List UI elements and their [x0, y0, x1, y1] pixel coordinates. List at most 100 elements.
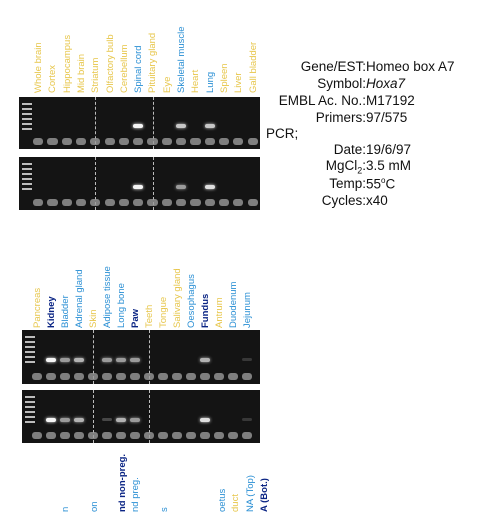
ladder-band — [25, 411, 35, 413]
primer-dimer — [233, 138, 244, 145]
primer-dimer — [186, 432, 196, 439]
primer-dimer — [118, 199, 130, 206]
lane-label: s — [159, 507, 170, 512]
lane-separator — [93, 390, 94, 443]
primer-dimer — [118, 138, 130, 145]
primer-dimer — [102, 373, 112, 380]
pcr-band — [242, 418, 252, 421]
ladder-band — [22, 103, 32, 105]
pcr-band — [130, 358, 140, 362]
primer-dimer — [158, 432, 168, 439]
ladder-band — [22, 128, 32, 130]
lane-label: Teeth — [144, 304, 155, 328]
primer-dimer — [200, 432, 210, 439]
pcr-band — [176, 185, 187, 189]
primer-dimer — [147, 138, 158, 145]
primer-dimer — [90, 199, 101, 206]
ladder-band — [25, 416, 35, 418]
primer-dimer — [247, 138, 258, 145]
primer-dimer — [60, 373, 70, 380]
primer-dimer — [228, 373, 238, 380]
primer-dimer — [47, 199, 58, 206]
ladder-band — [25, 341, 35, 343]
primer-dimer — [32, 432, 42, 439]
primer-dimer — [88, 373, 98, 380]
ladder-band — [25, 346, 35, 348]
ladder-band — [22, 173, 32, 175]
lane-label: duct — [230, 494, 241, 512]
primer-dimer — [33, 138, 44, 145]
ladder-band — [25, 401, 35, 403]
pcr-band — [116, 358, 126, 362]
mgcl2-value: 3.5 mM — [366, 158, 412, 173]
lane-label: Long bone — [116, 283, 127, 328]
lane-separator — [152, 97, 154, 149]
primer-dimer — [104, 138, 115, 145]
ladder-band — [22, 183, 32, 185]
primer-dimer — [161, 138, 172, 145]
mgcl2-label: MgCl2: — [325, 158, 366, 176]
primer-dimer — [116, 432, 126, 439]
primers-value: 97/575 — [366, 110, 408, 125]
lane-label: Adipose tissue — [102, 266, 113, 328]
ladder-band — [22, 108, 32, 110]
primer-dimer — [242, 373, 252, 380]
primer-dimer — [130, 373, 140, 380]
pcr-band — [133, 185, 144, 189]
pcr-band — [130, 418, 140, 422]
lane-separator — [149, 390, 150, 443]
gene-value: Homeo box A7 — [366, 59, 455, 74]
primer-dimer — [75, 138, 87, 145]
primer-dimer — [133, 138, 144, 145]
embl-label: EMBL Ac. No.: — [278, 93, 366, 108]
primer-dimer — [204, 199, 215, 206]
lane-label: Adrenal gland — [74, 269, 85, 328]
primer-dimer — [186, 373, 196, 380]
pcr-band — [200, 358, 210, 362]
lane-label: Pancreas — [32, 287, 43, 328]
primer-dimer — [116, 373, 126, 380]
primer-dimer — [61, 199, 72, 206]
primer-dimer — [176, 138, 187, 145]
gel-top-row-2 — [19, 157, 260, 210]
primer-dimer — [104, 199, 115, 206]
lane-separator — [149, 330, 150, 384]
gel-bottom-row-2 — [22, 390, 260, 443]
primer-dimer — [61, 138, 72, 145]
primer-dimer — [190, 199, 201, 206]
primer-dimer — [172, 432, 182, 439]
primer-dimer — [32, 373, 42, 380]
lane-separator — [95, 157, 97, 210]
lane-label: Oesophagus — [186, 274, 197, 328]
pcr-band — [46, 358, 56, 362]
primer-dimer — [161, 199, 172, 206]
pcr-band — [74, 418, 84, 422]
primer-dimer — [90, 138, 101, 145]
primer-dimer — [130, 432, 140, 439]
primer-dimer — [214, 373, 224, 380]
pcr-band — [102, 358, 112, 362]
lane-label: nd preg. — [130, 477, 141, 512]
lane-label: on — [89, 501, 100, 512]
primer-dimer — [158, 373, 168, 380]
pcr-label: PCR; — [266, 126, 299, 141]
primer-dimer — [228, 432, 238, 439]
ladder-band — [22, 118, 32, 120]
lane-separator — [93, 330, 94, 384]
ladder-band — [22, 168, 32, 170]
symbol-label: Symbol: — [317, 76, 366, 91]
lane-label: oetus — [217, 488, 228, 512]
primer-dimer — [218, 199, 230, 206]
primer-dimer — [88, 432, 98, 439]
primer-dimer — [133, 199, 144, 206]
pcr-band — [200, 418, 210, 422]
embl-value: M17192 — [366, 93, 415, 108]
gene-label: Gene/EST: — [300, 59, 366, 74]
primer-dimer — [46, 373, 56, 380]
pcr-band — [204, 124, 215, 128]
lane-label: A (Bot.) — [259, 478, 270, 512]
pcr-band — [204, 185, 215, 189]
ladder-band — [25, 361, 35, 363]
ladder-band — [25, 396, 35, 398]
